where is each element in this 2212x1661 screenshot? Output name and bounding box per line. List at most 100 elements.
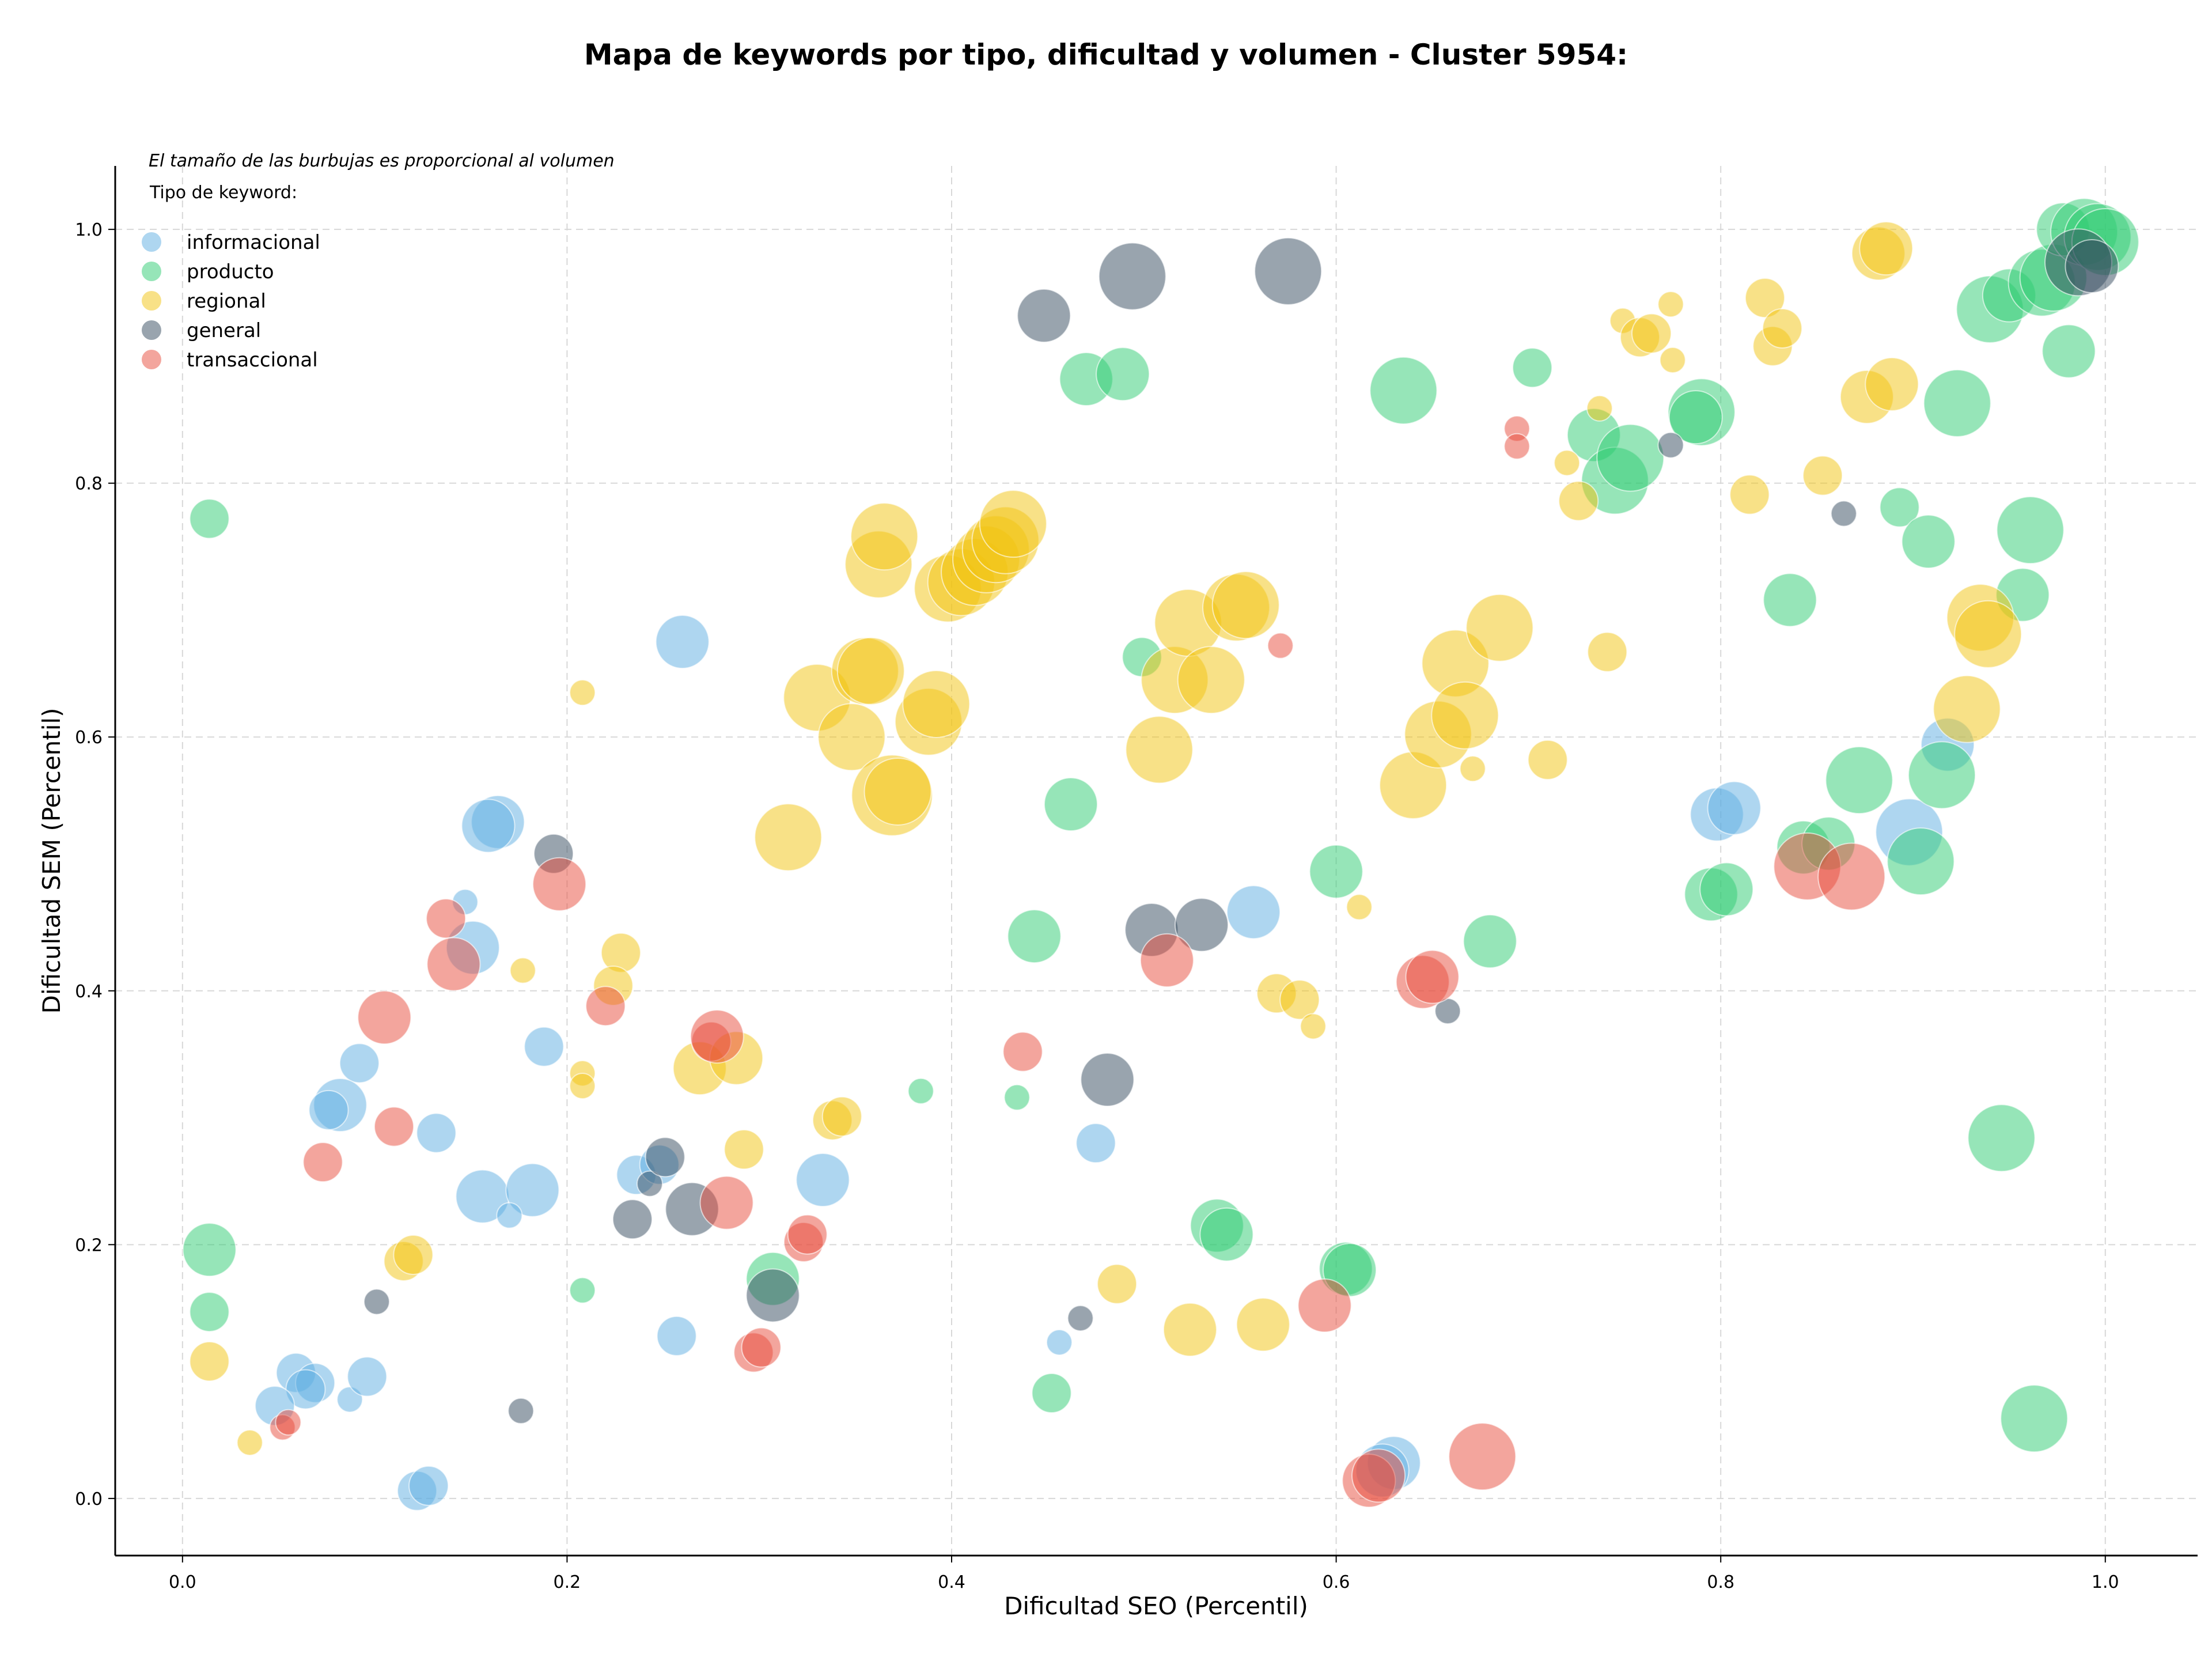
bubble-general — [1098, 242, 1166, 311]
x-tick-label: 0.8 — [1707, 1572, 1734, 1592]
bubble-transaccional — [699, 1175, 754, 1230]
bubble-transaccional — [426, 898, 467, 939]
bubble-producto — [1967, 1104, 2036, 1172]
bubble-general — [612, 1199, 653, 1240]
bubble-regional — [393, 1234, 434, 1275]
bubble-regional — [836, 637, 905, 705]
bubble-producto — [182, 1223, 237, 1277]
bubble-regional — [509, 957, 536, 984]
bubble-transaccional — [532, 857, 587, 911]
bubble-producto — [1512, 347, 1553, 388]
bubble-informacional — [655, 615, 710, 669]
legend-label-informacional: informacional — [187, 231, 320, 254]
bubble-informacional — [408, 1465, 449, 1506]
bubble-informacional — [796, 1152, 850, 1207]
bubble-transaccional — [741, 1327, 782, 1368]
bubble-informacional — [524, 1026, 565, 1067]
bubble-informacional — [347, 1356, 388, 1397]
bubble-general — [1174, 898, 1229, 952]
bubble-producto — [569, 1277, 596, 1304]
legend-marker-producto — [142, 262, 161, 281]
bubble-informacional — [339, 1043, 380, 1084]
bubble-producto — [1763, 573, 1817, 627]
legend-marker-general — [142, 320, 161, 340]
chart-title: Mapa de keywords por tipo, dificultad y … — [584, 38, 1628, 71]
bubble-regional — [1465, 593, 1534, 662]
bubble-informacional — [1046, 1329, 1073, 1356]
bubble-regional — [1744, 278, 1785, 319]
bubble-regional — [600, 932, 641, 973]
bubble-general — [363, 1288, 390, 1315]
bubble-general — [1017, 288, 1071, 343]
bubble-regional — [189, 1341, 230, 1382]
x-tick-label: 0.4 — [938, 1572, 965, 1592]
bubble-regional — [1211, 571, 1280, 640]
bubble-producto — [1007, 909, 1062, 964]
x-tick-label: 0.2 — [554, 1572, 581, 1592]
bubble-informacional — [1707, 781, 1762, 835]
bubble-regional — [569, 679, 596, 706]
size-note: El tamaño de las burbujas es proporciona… — [149, 151, 615, 171]
legend-label-regional: regional — [187, 290, 266, 313]
bubble-general — [1830, 500, 1857, 527]
bubble-informacional — [1226, 885, 1281, 940]
bubble-producto — [1996, 496, 2065, 565]
legend-items: informacional producto regional general tran… — [142, 231, 320, 372]
bubble-producto — [1901, 514, 1956, 569]
bubble-regional — [236, 1429, 263, 1456]
bubble-producto — [1199, 1207, 1254, 1262]
bubble-transaccional — [585, 986, 626, 1027]
bubble-regional — [1631, 313, 1672, 354]
x-tick-label: 0.6 — [1323, 1572, 1350, 1592]
bubble-producto — [1003, 1084, 1031, 1111]
bubble-regional — [1865, 357, 1919, 411]
bubble-regional — [1431, 681, 1499, 750]
y-axis-label: Dificultad SEM (Percentil) — [37, 708, 66, 1014]
bubble-producto — [189, 1292, 230, 1333]
bubble-regional — [569, 1072, 596, 1099]
series-regional — [189, 221, 2022, 1456]
bubble-regional — [1097, 1263, 1138, 1304]
bubble-regional — [724, 1129, 764, 1170]
bubble-producto — [1463, 914, 1517, 968]
bubble-producto — [1879, 487, 1920, 528]
bubble-transaccional — [1448, 1422, 1517, 1491]
bubble-transaccional — [1817, 842, 1886, 911]
legend-title: Tipo de keyword: — [149, 183, 297, 203]
y-tick-label: 0.8 — [75, 474, 103, 494]
bubble-general — [1080, 1052, 1135, 1107]
bubble-regional — [1554, 449, 1581, 476]
legend: El tamaño de las burbujas es proporciona… — [142, 151, 615, 372]
bubble-producto — [1369, 356, 1438, 425]
bubble-informacional — [1075, 1123, 1116, 1164]
bubble-informacional — [496, 1202, 523, 1229]
bubble-regional — [1762, 308, 1803, 349]
bubble-transaccional — [1297, 1278, 1352, 1333]
legend-label-producto: producto — [187, 260, 274, 283]
bubble-producto — [1699, 862, 1754, 917]
bubble-informacional — [461, 799, 516, 853]
bubble-transaccional — [690, 1009, 744, 1064]
bubble-producto — [1668, 390, 1723, 445]
bubble-transaccional — [426, 937, 481, 992]
bubble-transaccional — [1503, 433, 1531, 460]
bubble-transaccional — [1405, 949, 1460, 1004]
x-axis-label: Dificultad SEO (Percentil) — [1004, 1592, 1308, 1620]
bubble-regional — [1587, 631, 1628, 672]
bubble-general — [2065, 239, 2119, 294]
bubble-producto — [1887, 827, 1955, 896]
bubbles — [182, 198, 2139, 1511]
bubble-producto — [189, 498, 230, 539]
legend-label-general: general — [187, 319, 261, 342]
x-tick-label: 1.0 — [2092, 1572, 2119, 1592]
bubble-producto — [1043, 777, 1098, 831]
bubble-informacional — [308, 1089, 349, 1130]
bubble-producto — [1908, 741, 1976, 809]
bubble-producto — [1031, 1373, 1072, 1414]
bubble-producto — [1309, 844, 1363, 899]
series-transaccional — [269, 415, 1886, 1508]
bubble-regional — [1459, 755, 1486, 782]
bubble-regional — [979, 490, 1047, 558]
bubble-regional — [1162, 1302, 1217, 1357]
